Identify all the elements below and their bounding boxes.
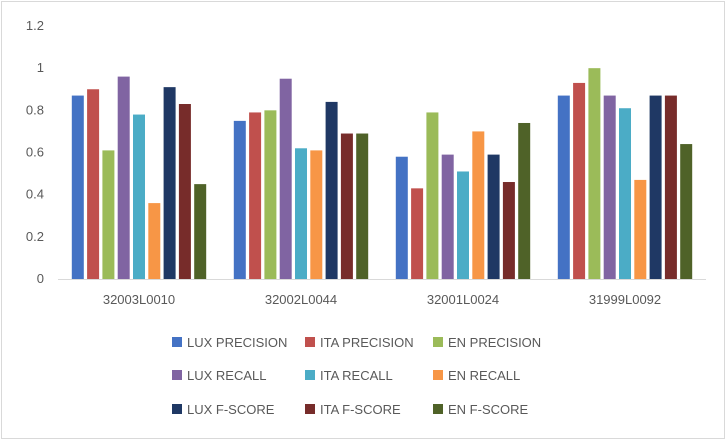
bar-lux-precision-32001l0024 bbox=[395, 156, 408, 279]
y-tick-label: 0.8 bbox=[26, 102, 44, 117]
legend-label: LUX F-SCORE bbox=[187, 402, 275, 417]
bar-lux-f-score-32001l0024 bbox=[487, 154, 500, 279]
bar-lux-precision-32003l0010 bbox=[71, 95, 84, 279]
legend-item-ita-f-score: ITA F-SCORE bbox=[305, 402, 401, 417]
bar-ita-precision-32002l0044 bbox=[249, 112, 262, 279]
legend-item-ita-recall: ITA RECALL bbox=[305, 368, 393, 383]
bar-ita-recall-31999l0092 bbox=[619, 108, 631, 279]
legend-label: EN F-SCORE bbox=[448, 402, 529, 417]
bar-ita-precision-31999l0092 bbox=[573, 82, 586, 279]
bar-en-precision-31999l0092 bbox=[588, 68, 601, 280]
legend-swatch bbox=[433, 370, 443, 380]
y-tick-label: 0 bbox=[37, 271, 44, 286]
bar-lux-precision-32002l0044 bbox=[233, 120, 246, 279]
bar-ita-precision-32003l0010 bbox=[87, 89, 100, 279]
x-category-label: 31999L0092 bbox=[589, 292, 661, 307]
bar-lux-precision-31999l0092 bbox=[557, 95, 570, 279]
x-category-label: 32001L0024 bbox=[427, 292, 499, 307]
bar-en-f-score-32003l0010 bbox=[194, 184, 207, 279]
bar-ita-precision-32001l0024 bbox=[411, 188, 424, 279]
y-tick-label: 0.2 bbox=[26, 229, 44, 244]
y-tick-label: 1 bbox=[37, 60, 44, 75]
legend-item-lux-recall: LUX RECALL bbox=[172, 368, 266, 383]
legend-label: EN PRECISION bbox=[448, 335, 541, 350]
y-tick-label: 1.2 bbox=[26, 18, 44, 33]
legend-label: EN RECALL bbox=[448, 368, 520, 383]
legend-swatch bbox=[433, 404, 443, 414]
legend-swatch bbox=[172, 337, 182, 347]
x-category-label: 32003L0010 bbox=[103, 292, 175, 307]
bar-lux-recall-32002l0044 bbox=[279, 78, 292, 279]
bar-en-recall-32002l0044 bbox=[310, 150, 323, 279]
bar-en-precision-32002l0044 bbox=[264, 110, 277, 279]
legend-label: LUX PRECISION bbox=[187, 335, 287, 350]
bar-lux-recall-32003l0010 bbox=[117, 76, 130, 279]
bar-lux-recall-31999l0092 bbox=[603, 95, 616, 279]
bar-lux-f-score-32002l0044 bbox=[325, 101, 338, 280]
bar-ita-f-score-32001l0024 bbox=[502, 182, 515, 279]
legend-swatch bbox=[305, 404, 315, 414]
bar-ita-recall-32002l0044 bbox=[295, 148, 307, 279]
legend-swatch bbox=[172, 370, 182, 380]
legend-swatch bbox=[172, 404, 182, 414]
bar-ita-f-score-32002l0044 bbox=[340, 133, 353, 279]
legend-item-lux-precision: LUX PRECISION bbox=[172, 335, 287, 350]
legend-label: ITA F-SCORE bbox=[320, 402, 401, 417]
y-tick-label: 0.6 bbox=[26, 145, 44, 160]
y-tick-label: 0.4 bbox=[26, 187, 44, 202]
legend-item-en-recall: EN RECALL bbox=[433, 368, 520, 383]
bar-en-f-score-31999l0092 bbox=[680, 144, 693, 279]
legend-swatch bbox=[305, 337, 315, 347]
bar-lux-recall-32001l0024 bbox=[441, 154, 454, 279]
bars bbox=[71, 68, 693, 280]
bar-en-f-score-32002l0044 bbox=[356, 133, 369, 279]
legend-swatch bbox=[433, 337, 443, 347]
y-axis-tick-labels: 0 0.2 0.4 0.6 0.8 1 1.2 bbox=[26, 18, 44, 286]
legend-item-en-precision: EN PRECISION bbox=[433, 335, 541, 350]
legend: LUX PRECISION ITA PRECISION EN PRECISION LU… bbox=[172, 335, 541, 417]
bar-en-recall-31999l0092 bbox=[634, 179, 647, 279]
legend-item-lux-f-score: LUX F-SCORE bbox=[172, 402, 275, 417]
bar-ita-f-score-32003l0010 bbox=[178, 104, 191, 279]
bar-lux-f-score-31999l0092 bbox=[649, 95, 662, 279]
bar-en-f-score-32001l0024 bbox=[518, 122, 531, 279]
bar-en-precision-32001l0024 bbox=[426, 112, 439, 279]
legend-swatch bbox=[305, 370, 315, 380]
legend-label: ITA PRECISION bbox=[320, 335, 414, 350]
bar-en-recall-32001l0024 bbox=[472, 131, 485, 279]
legend-item-ita-precision: ITA PRECISION bbox=[305, 335, 414, 350]
x-category-label: 32002L0044 bbox=[265, 292, 337, 307]
bar-ita-recall-32003l0010 bbox=[133, 114, 145, 279]
bar-en-recall-32003l0010 bbox=[148, 203, 161, 279]
bar-ita-recall-32001l0024 bbox=[457, 171, 469, 279]
bar-lux-f-score-32003l0010 bbox=[163, 87, 176, 280]
bar-en-precision-32003l0010 bbox=[102, 150, 115, 279]
bar-ita-f-score-31999l0092 bbox=[664, 95, 677, 279]
x-axis-category-labels: 32003L0010 32002L0044 32001L0024 31999L0092 bbox=[103, 292, 661, 307]
legend-label: ITA RECALL bbox=[320, 368, 393, 383]
legend-item-en-f-score: EN F-SCORE bbox=[433, 402, 529, 417]
legend-label: LUX RECALL bbox=[187, 368, 266, 383]
